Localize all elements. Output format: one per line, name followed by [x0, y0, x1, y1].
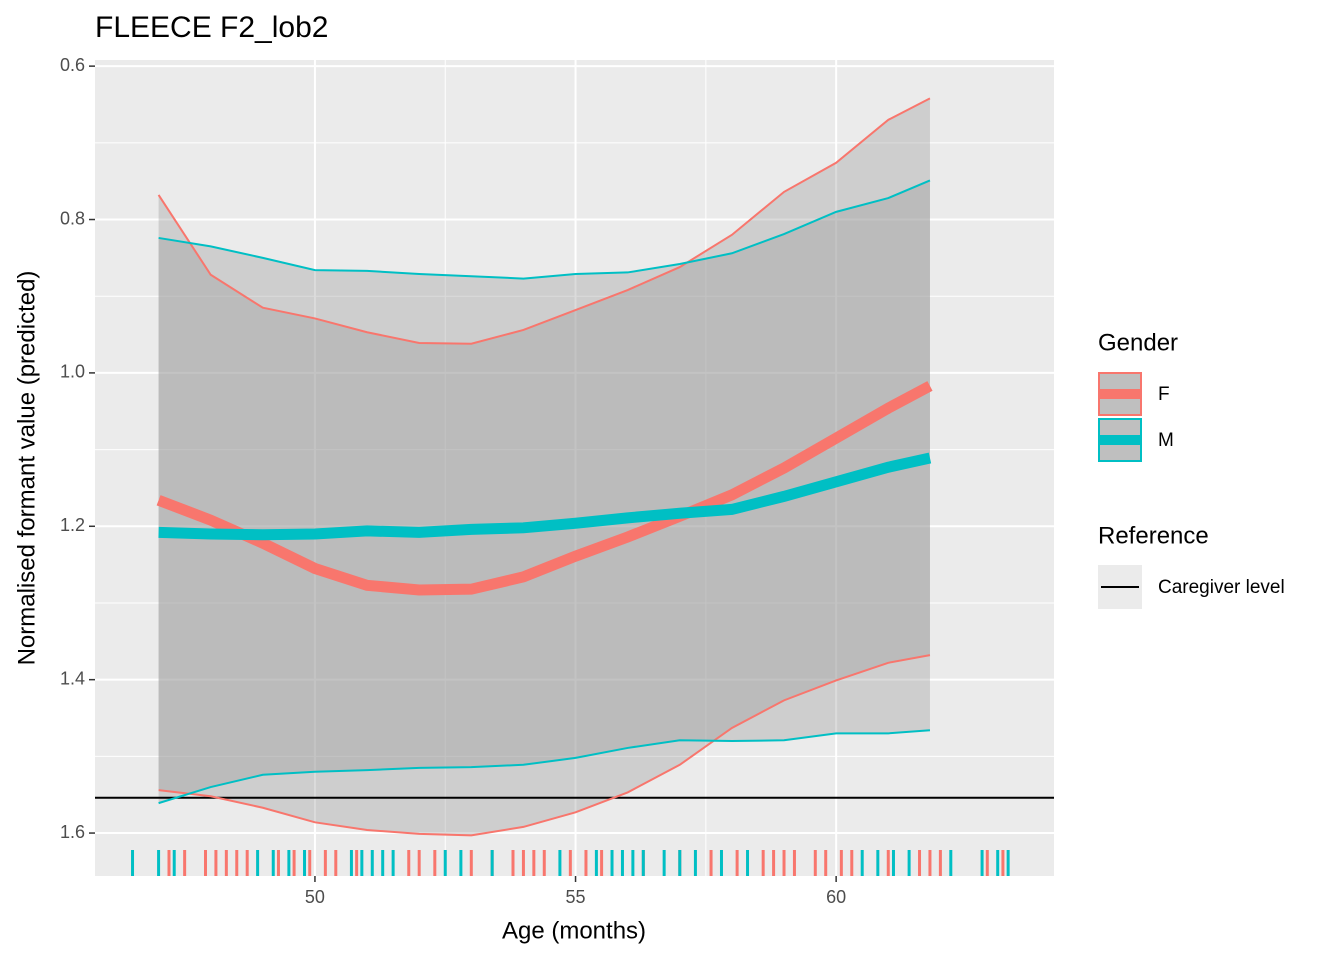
y-tick-label: 1.2 — [60, 515, 85, 535]
legend-label: Caregiver level — [1158, 577, 1285, 598]
legend-title: Reference — [1098, 522, 1209, 549]
confidence-ribbon — [158, 98, 930, 836]
chart-title: FLEECE F2_lob2 — [95, 11, 328, 44]
confidence-ribbon — [158, 180, 930, 804]
x-tick-label: 60 — [826, 887, 846, 907]
y-tick-label: 1.6 — [60, 822, 85, 842]
ci-line — [158, 179, 931, 280]
ci-line — [158, 654, 931, 837]
legend-label: M — [1158, 430, 1174, 451]
y-tick-label: 0.6 — [60, 55, 85, 75]
x-axis-title: Age (months) — [502, 917, 646, 944]
ci-line — [158, 729, 931, 805]
fit-line — [158, 452, 932, 541]
x-tick-label: 50 — [305, 887, 325, 907]
y-axis-title: Normalised formant value (predicted) — [13, 271, 40, 666]
y-tick-label: 1.4 — [60, 668, 85, 688]
ci-line — [157, 97, 931, 345]
y-tick-label: 0.8 — [60, 208, 85, 228]
legend-title: Gender — [1098, 329, 1178, 356]
x-tick-label: 55 — [566, 887, 586, 907]
y-tick-label: 1.0 — [60, 362, 85, 382]
fit-line — [156, 381, 933, 596]
legend-label: F — [1158, 384, 1170, 405]
